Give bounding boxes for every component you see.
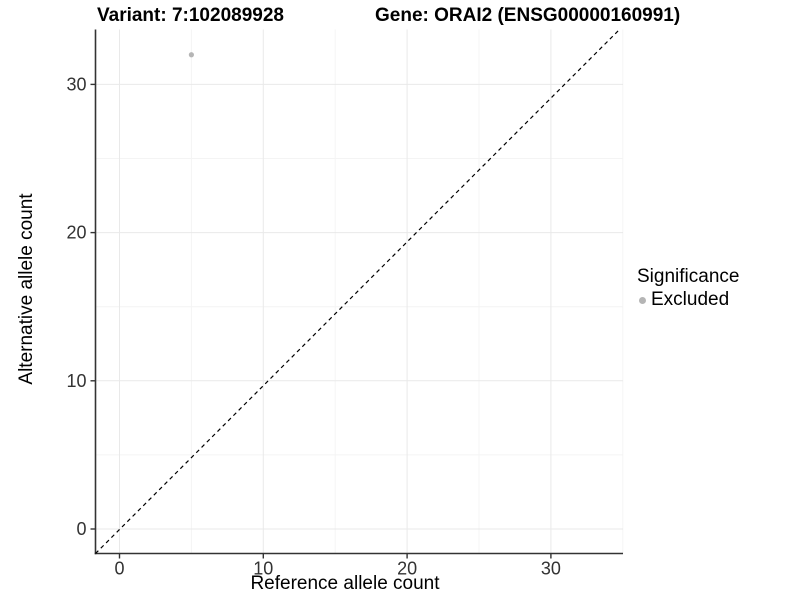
gene-title: Gene: ORAI2 (ENSG00000160991) — [375, 5, 681, 26]
x-tick-label: 10 — [253, 559, 273, 579]
legend-item-label: Excluded — [651, 289, 730, 310]
x-axis-title: Reference allele count — [250, 573, 440, 594]
x-tick-label: 20 — [397, 559, 417, 579]
legend: Significance Excluded — [637, 266, 739, 311]
variant-title: Variant: 7:102089928 — [97, 5, 284, 26]
legend-title: Significance — [637, 266, 740, 287]
data-point — [188, 52, 194, 58]
legend-item-excluded: Excluded — [637, 289, 739, 311]
y-tick-label: 20 — [66, 223, 86, 243]
x-tick-label: 30 — [541, 559, 561, 579]
y-tick-label: 10 — [66, 371, 86, 391]
y-tick-label: 30 — [66, 74, 86, 94]
x-tick-label: 0 — [114, 559, 124, 579]
circle-marker-icon — [639, 296, 646, 304]
y-tick-label: 0 — [76, 519, 86, 539]
identity-dashed-line — [95, 29, 620, 554]
